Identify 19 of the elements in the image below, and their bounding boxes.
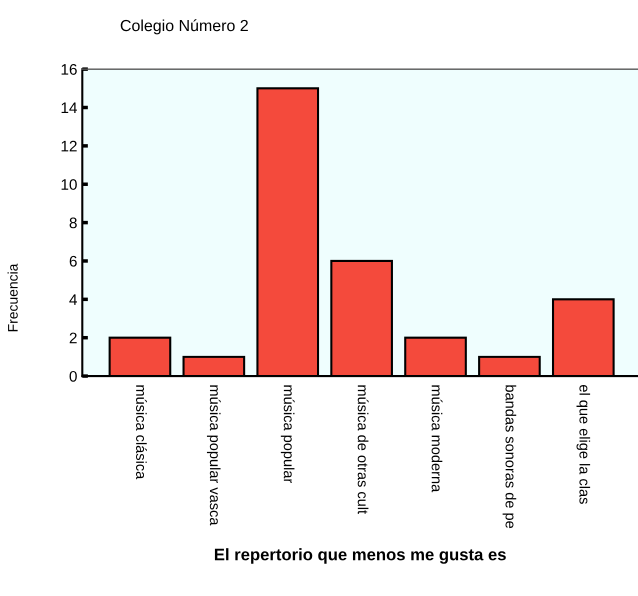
y-tick-label: 4: [69, 294, 77, 305]
y-tick-label: 12: [62, 140, 77, 152]
y-tick-label: 0: [70, 370, 77, 382]
y-tick-label: 6: [70, 256, 77, 267]
x-tick-label: música de otras cult: [358, 385, 369, 514]
x-tick-label: el que elige la clas: [576, 385, 590, 504]
x-tick-label: música clásica: [136, 385, 147, 480]
y-tick-label: 10: [62, 179, 77, 190]
x-tick-label: música moderna: [432, 385, 442, 492]
x-tick-label: música popular vasca: [206, 385, 221, 526]
y-axis-title: Frecuencia: [8, 264, 18, 332]
y-tick-label: 16: [62, 64, 77, 75]
x-axis-title: El repertorio que menos me gusta es: [214, 548, 506, 564]
x-tick-label: bandas sonoras de pe: [502, 385, 516, 528]
y-tick-label: 2: [70, 332, 77, 344]
chart-title: Colegio Número 2: [120, 19, 248, 34]
y-tick-label: 14: [62, 102, 77, 114]
y-tick-label: 8: [70, 217, 77, 228]
x-tick-label: música popular: [280, 385, 295, 484]
